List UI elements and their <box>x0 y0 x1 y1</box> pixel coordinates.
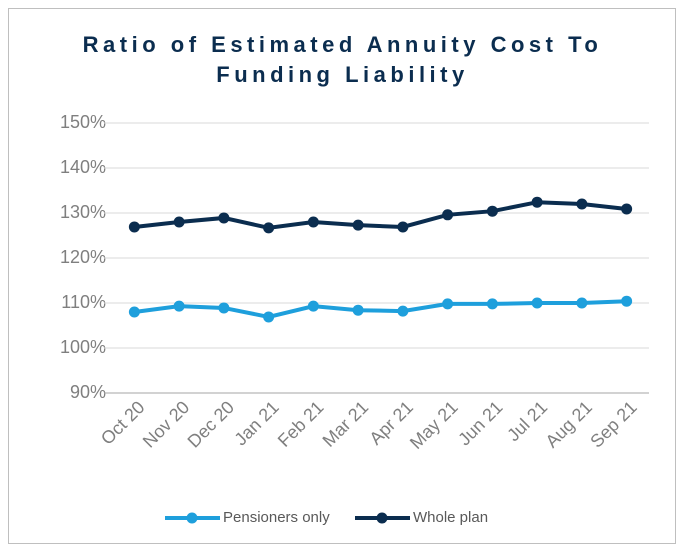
marker <box>218 212 230 224</box>
marker <box>307 300 319 312</box>
legend-label: Whole plan <box>413 509 488 526</box>
x-tick-label: Oct 20 <box>97 397 149 449</box>
marker <box>576 198 588 210</box>
line <box>134 299 627 319</box>
marker <box>173 216 185 228</box>
marker <box>307 216 319 228</box>
x-tick-label: Nov 20 <box>139 397 193 451</box>
marker <box>352 304 364 316</box>
x-tick-label: May 21 <box>406 397 462 453</box>
y-tick-label: 130% <box>60 202 106 222</box>
y-tick-label: 100% <box>60 337 106 357</box>
marker <box>397 305 409 317</box>
legend-label: Pensioners only <box>223 509 330 526</box>
x-tick-label: Mar 21 <box>319 397 373 451</box>
y-tick-label: 140% <box>60 157 106 177</box>
legend-marker <box>376 512 388 524</box>
x-tick-label: Sep 21 <box>586 397 640 451</box>
marker <box>218 302 230 314</box>
marker <box>442 298 454 310</box>
marker <box>486 205 498 217</box>
y-tick-label: 110% <box>61 292 106 312</box>
marker <box>397 221 409 233</box>
marker <box>531 196 543 208</box>
x-tick-label: Feb 21 <box>274 397 328 451</box>
marker <box>352 219 364 231</box>
chart-frame <box>8 8 676 544</box>
y-tick-label: 90% <box>70 382 106 402</box>
x-tick-label: Jan 21 <box>230 397 282 449</box>
chart-title: Ratio of Estimated Annuity Cost To Fundi… <box>82 32 603 87</box>
marker <box>486 298 498 310</box>
marker <box>263 222 275 234</box>
y-tick-label: 120% <box>60 247 106 267</box>
line <box>134 200 627 230</box>
x-tick-label: Aug 21 <box>542 397 596 451</box>
x-tick-label: Jun 21 <box>454 397 506 449</box>
marker <box>173 300 185 312</box>
marker <box>263 311 275 323</box>
marker <box>128 221 140 233</box>
legend-marker <box>186 512 198 524</box>
y-tick-label: 150% <box>60 112 106 132</box>
marker <box>621 203 633 215</box>
marker <box>531 297 543 309</box>
marker <box>621 295 633 307</box>
marker <box>442 209 454 221</box>
x-tick-label: Dec 20 <box>184 397 238 451</box>
marker <box>576 297 588 309</box>
marker <box>128 306 140 318</box>
